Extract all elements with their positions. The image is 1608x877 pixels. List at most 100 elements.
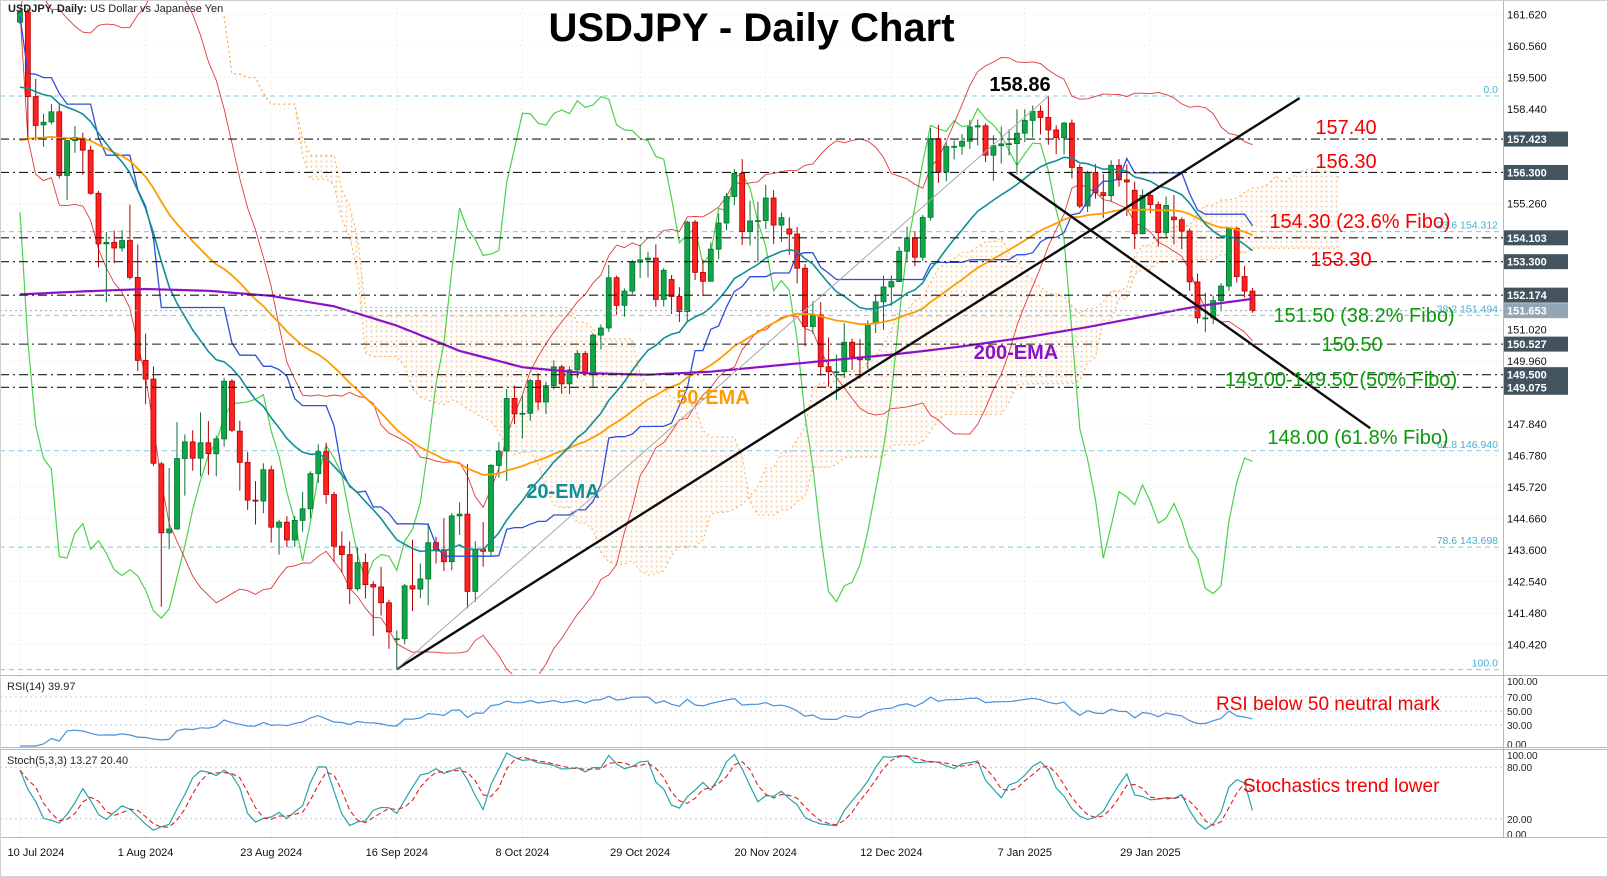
candle-body [543, 385, 549, 403]
candle-body [260, 469, 267, 502]
candle-body [448, 515, 455, 563]
svg-text:7 Jan 2025: 7 Jan 2025 [998, 847, 1052, 859]
svg-text:23.6 154.312: 23.6 154.312 [1437, 220, 1498, 232]
candle-body [809, 314, 816, 327]
horizontal-level-lines [0, 138, 1503, 388]
svg-text:50.00: 50.00 [1507, 707, 1532, 718]
svg-text:154.30 (23.6% Fibo): 154.30 (23.6% Fibo) [1269, 211, 1450, 233]
svg-text:150.50: 150.50 [1321, 334, 1382, 356]
fibo-labels: 0.0 23.6 154.312 38.2 151.494 61.8 146.940 7… [1437, 84, 1498, 670]
candle-body [1186, 230, 1193, 283]
svg-text:158.440: 158.440 [1507, 104, 1547, 116]
svg-text:38.2 151.494: 38.2 151.494 [1437, 303, 1498, 315]
candle-body [731, 172, 738, 197]
svg-text:156.30: 156.30 [1315, 151, 1376, 173]
candle-body [472, 548, 479, 592]
svg-text:157.423: 157.423 [1507, 134, 1547, 146]
candle-body [896, 250, 903, 282]
svg-text:10 Jul 2024: 10 Jul 2024 [8, 847, 65, 859]
candle-body [1218, 285, 1224, 302]
candle-body [841, 341, 848, 373]
candle-body [849, 341, 855, 358]
candle-body [1194, 281, 1201, 319]
candle-body [166, 528, 173, 534]
candle-body [1029, 110, 1036, 121]
candle-body [676, 296, 683, 313]
svg-text:0.0: 0.0 [1483, 84, 1498, 96]
candle-body [613, 277, 620, 306]
candle-body [598, 327, 604, 336]
rsi-panel: 100.00 70.00 50.00 30.00 0.00 [0, 677, 1538, 751]
candle-body [1202, 317, 1209, 320]
candle-body [48, 111, 55, 123]
candle-body [723, 196, 730, 224]
candle-body [755, 220, 761, 223]
candle-body [276, 521, 282, 528]
candle-body [660, 269, 667, 300]
candle-body [119, 240, 125, 249]
candle-body [990, 145, 997, 156]
candle-body [409, 585, 416, 590]
candle-body [338, 545, 345, 555]
current-price-box [1504, 303, 1568, 319]
candle-body [197, 442, 204, 459]
svg-text:100.0: 100.0 [1472, 658, 1498, 670]
candle-body [1061, 122, 1067, 139]
svg-text:156.300: 156.300 [1507, 167, 1547, 179]
svg-text:100.00: 100.00 [1507, 677, 1538, 688]
candle-body [707, 248, 714, 282]
price-level-box [1504, 164, 1568, 180]
candle-body [244, 461, 251, 501]
candle-body [103, 241, 110, 245]
candle-body [142, 359, 149, 380]
candle-body [370, 584, 377, 588]
candle-body [40, 121, 47, 126]
candle-body [1014, 132, 1020, 145]
svg-text:0.00: 0.00 [1507, 830, 1527, 841]
candle-body [645, 257, 651, 261]
candle-body [56, 111, 63, 176]
candle-body [1053, 129, 1060, 139]
candle-body [495, 450, 502, 466]
svg-text:149.960: 149.960 [1507, 356, 1547, 368]
svg-text:145.720: 145.720 [1507, 482, 1547, 494]
candle-body [1021, 120, 1028, 134]
candle-body [417, 578, 424, 590]
candle-body [346, 554, 353, 590]
svg-text:1 Aug 2024: 1 Aug 2024 [118, 847, 174, 859]
candle-body [1139, 194, 1146, 235]
candle-body [1092, 172, 1099, 194]
candle-body [268, 469, 275, 528]
chart-title: USDJPY - Daily Chart [548, 6, 955, 50]
candle-body [323, 451, 330, 495]
candle-body [95, 192, 102, 245]
candle-body [315, 451, 322, 475]
svg-text:8 Oct 2024: 8 Oct 2024 [495, 847, 549, 859]
candle-body [252, 499, 259, 502]
candle-body [1178, 219, 1185, 232]
candle-body [1100, 192, 1107, 197]
candle-body [158, 463, 165, 534]
candle-body [770, 197, 777, 226]
candle-body [425, 542, 432, 580]
candle-body [786, 228, 793, 235]
candle-body [64, 140, 70, 176]
candle-body [1155, 204, 1162, 233]
candle-body [935, 138, 942, 173]
candle-body [943, 146, 950, 173]
candle-body [966, 126, 973, 142]
candle-body [558, 366, 565, 385]
candle-body [174, 458, 180, 530]
candle-body [715, 222, 722, 250]
svg-text:20-EMA: 20-EMA [526, 481, 599, 503]
candle-body [959, 140, 965, 147]
svg-text:147.840: 147.840 [1507, 419, 1547, 431]
svg-text:153.30: 153.30 [1310, 249, 1371, 271]
svg-text:157.40: 157.40 [1315, 117, 1376, 139]
candles [17, 8, 1256, 670]
candle-body [605, 277, 612, 329]
candle-body [1131, 189, 1138, 235]
